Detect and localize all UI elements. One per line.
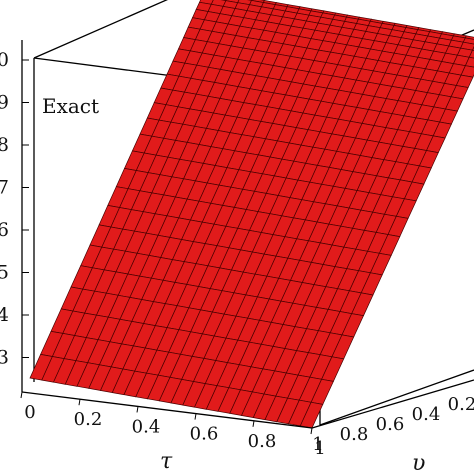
upsilon-tick-label: 0.2 — [448, 394, 474, 415]
tau-tick-mark — [310, 427, 313, 435]
z-tick-label: 9 — [0, 92, 9, 114]
plot-box-front — [21, 40, 474, 429]
upsilon-tick-labels: 1 0.8 0.6 0.4 0.2 — [312, 394, 474, 455]
tau-tick-label: 0.4 — [132, 416, 161, 437]
tau-tick-label: 0.2 — [74, 409, 103, 430]
tau-tick-label: 0.8 — [248, 431, 277, 452]
upsilon-axis-line — [311, 379, 474, 429]
z-tick-labels: 0 9 8 7 6 5 4 3 — [0, 49, 29, 369]
box-edge — [33, 0, 168, 59]
tau-tick-mark — [78, 399, 81, 406]
tau-tick-mark — [20, 391, 23, 399]
upsilon-axis-label: υ — [412, 451, 425, 474]
tau-tick-mark — [252, 420, 255, 427]
tau-axis-line — [21, 391, 313, 429]
upsilon-tick-label: 0.8 — [340, 424, 369, 445]
tau-axis-label: τ — [160, 449, 173, 474]
surface-patch — [468, 49, 474, 59]
z-tick-label: 3 — [0, 347, 9, 369]
z-tick-label: 0 — [0, 49, 9, 71]
axes-labels: Exact 0 9 8 7 6 5 4 3 0 0.2 0.4 0.6 0.8 1 1 0.8 0.6 0.4… — [0, 49, 474, 474]
box-edge — [319, 369, 474, 426]
tau-tick-labels: 0 0.2 0.4 0.6 0.8 1 — [20, 391, 326, 459]
upsilon-tick-label: 1 — [312, 434, 323, 455]
tau-tick-mark — [194, 413, 197, 420]
tau-tick-label: 0 — [24, 402, 35, 423]
z-tick-label: 7 — [0, 177, 9, 199]
upsilon-tick-label: 0.6 — [376, 414, 405, 435]
z-tick-label: 8 — [0, 134, 9, 156]
chart-title: Exact — [42, 94, 99, 118]
tau-tick-mark — [136, 406, 139, 413]
z-tick-label: 5 — [0, 262, 9, 284]
upsilon-tick-label: 0.4 — [412, 404, 441, 425]
z-tick-label: 4 — [0, 304, 9, 326]
surface-mesh — [29, 0, 474, 429]
tau-tick-label: 1 — [314, 438, 325, 459]
z-tick-label: 6 — [0, 219, 9, 241]
tau-tick-label: 0.6 — [190, 424, 219, 445]
